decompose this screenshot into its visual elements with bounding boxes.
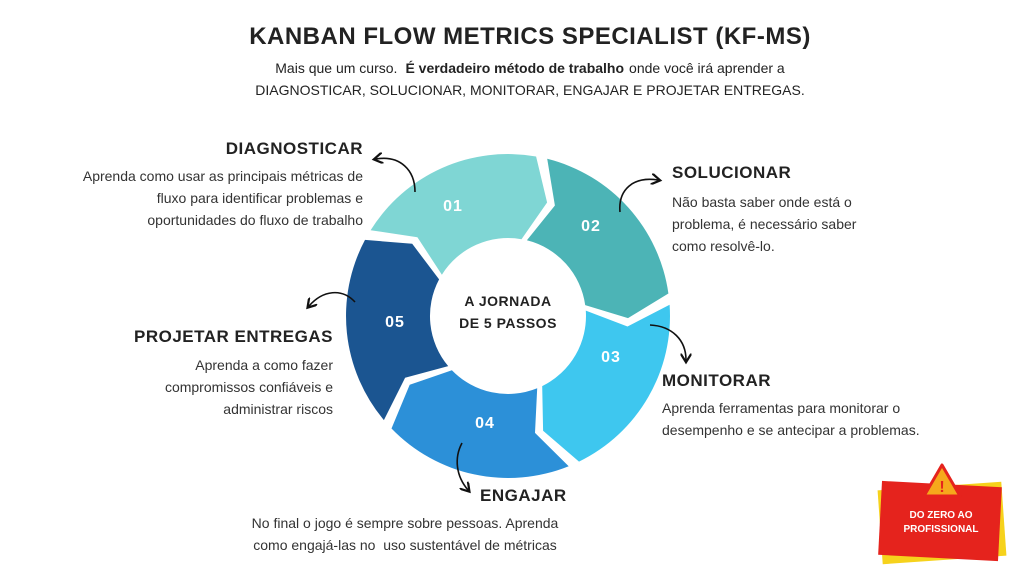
warning-mark: ! — [939, 479, 944, 496]
step-text: oportunidades do fluxo de trabalho — [147, 212, 363, 228]
cycle-segment — [542, 304, 670, 462]
arrow — [649, 324, 686, 360]
title: KANBAN FLOW METRICS SPECIALIST (KF-MS) — [249, 23, 811, 50]
cycle-segment — [391, 370, 569, 478]
cycle-segment — [526, 158, 669, 319]
step-title: DIAGNOSTICAR — [226, 139, 363, 158]
badge-front — [878, 480, 1002, 562]
center-text: DE 5 PASSOS — [459, 315, 557, 331]
intro-line: DIAGNOSTICAR, SOLUCIONAR, MONITORAR, ENG… — [255, 82, 804, 98]
arrow — [376, 158, 416, 193]
badge: ! DO ZERO AO PROFISSIONAL — [877, 463, 1007, 565]
step-text: Aprenda a como fazer — [195, 357, 333, 373]
cycle — [346, 154, 670, 478]
step-number: 05 — [385, 314, 405, 331]
step-number: 02 — [581, 218, 601, 235]
step-title: SOLUCIONAR — [672, 163, 791, 182]
step-text: fluxo para identificar problemas e — [157, 190, 363, 206]
step-text: problema, é necessário saber — [672, 216, 857, 232]
step-text: Não basta saber onde está o — [672, 194, 852, 210]
intro-rest: onde você irá aprender a — [629, 60, 785, 76]
step-number: 03 — [601, 349, 621, 366]
step-text: administrar riscos — [223, 401, 333, 417]
step-number: 04 — [475, 415, 495, 432]
cycle-segment — [346, 239, 449, 421]
intro-lead: Mais que um curso. — [275, 60, 397, 76]
step-text: como engajá-las no uso sustentável de mé… — [253, 537, 557, 553]
step-text: como resolvê-lo. — [672, 238, 775, 254]
step-title: PROJETAR ENTREGAS — [134, 327, 333, 346]
center-text: A JORNADA — [464, 293, 551, 309]
intro-bold: É verdadeiro método de trabalho — [405, 60, 624, 76]
step-text: No final o jogo é sempre sobre pessoas. … — [252, 515, 559, 531]
center-circle — [438, 246, 578, 386]
step-number: 01 — [443, 198, 463, 215]
step-title: MONITORAR — [662, 371, 771, 390]
warning-icon — [922, 463, 962, 498]
badge-text: PROFISSIONAL — [903, 524, 978, 535]
badge-text: DO ZERO AO — [910, 510, 973, 521]
arrow — [619, 179, 658, 213]
arrow — [309, 291, 356, 306]
step-text: compromissos confiáveis e — [165, 379, 333, 395]
step-text: desempenho e se antecipar a problemas. — [662, 422, 920, 438]
step-text: Aprenda como usar as principais métricas… — [83, 168, 363, 184]
step-text: Aprenda ferramentas para monitorar o — [662, 400, 900, 416]
step-title: ENGAJAR — [480, 486, 567, 505]
intro: Mais que um curso. É verdadeiro método de… — [275, 60, 785, 76]
arrow — [456, 442, 468, 490]
